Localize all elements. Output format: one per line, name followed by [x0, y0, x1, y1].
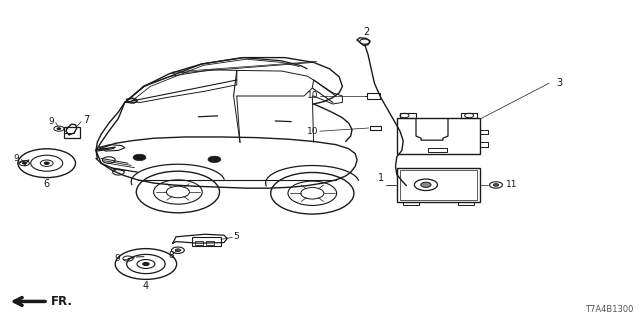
Bar	[64, 127, 80, 138]
Text: 5: 5	[234, 232, 239, 241]
Text: 9: 9	[13, 154, 19, 163]
Text: T7A4B1300: T7A4B1300	[585, 305, 634, 314]
Bar	[206, 241, 214, 245]
Circle shape	[208, 156, 221, 163]
Text: 11: 11	[506, 180, 517, 189]
Circle shape	[22, 162, 26, 164]
Bar	[461, 113, 477, 118]
Circle shape	[143, 262, 149, 266]
Bar	[192, 237, 221, 246]
Text: 7: 7	[83, 115, 90, 125]
Circle shape	[44, 162, 49, 164]
Bar	[428, 148, 447, 152]
Bar	[397, 118, 480, 154]
Circle shape	[57, 128, 61, 130]
Circle shape	[133, 154, 146, 161]
Bar	[370, 126, 381, 130]
Bar	[403, 202, 419, 205]
Text: 2: 2	[363, 27, 369, 37]
Text: 10: 10	[307, 92, 319, 100]
Bar	[400, 113, 416, 118]
Bar	[367, 93, 380, 99]
Text: 1: 1	[378, 172, 384, 183]
Bar	[195, 241, 203, 245]
Bar	[480, 130, 488, 134]
Text: 9: 9	[49, 117, 54, 126]
Bar	[458, 202, 474, 205]
Text: 6: 6	[44, 179, 50, 189]
Bar	[480, 142, 488, 147]
Bar	[397, 168, 480, 202]
Text: 3: 3	[557, 78, 563, 88]
Bar	[400, 170, 477, 200]
Text: 10: 10	[307, 127, 319, 136]
Circle shape	[421, 182, 431, 188]
Text: FR.: FR.	[51, 295, 73, 308]
Circle shape	[493, 184, 499, 186]
Circle shape	[175, 249, 180, 252]
Text: 8: 8	[169, 252, 174, 260]
Text: 9: 9	[115, 254, 120, 263]
Text: 4: 4	[143, 281, 149, 291]
